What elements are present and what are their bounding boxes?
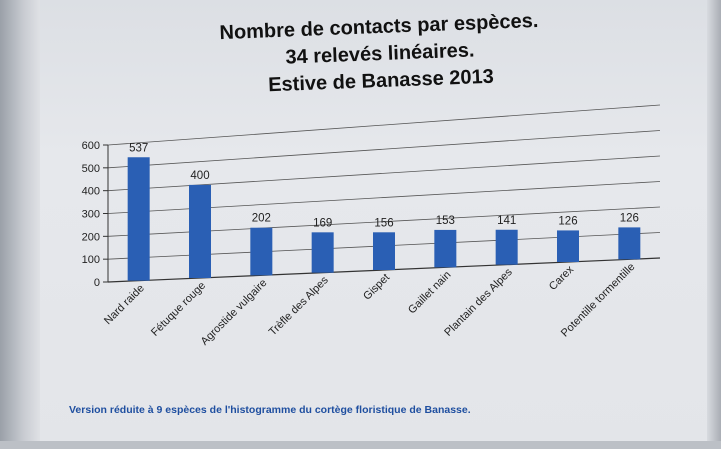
bar <box>311 232 334 273</box>
axes <box>103 144 109 283</box>
y-tick-label: 100 <box>82 254 100 266</box>
data-label: 156 <box>374 217 393 229</box>
bar <box>557 230 579 262</box>
data-label: 126 <box>558 215 577 227</box>
bar <box>495 229 518 265</box>
data-label: 537 <box>129 142 148 154</box>
bar <box>618 227 641 260</box>
x-tick-label: Fétuque rouge <box>149 280 208 339</box>
x-tick-label: Nard raide <box>102 282 147 327</box>
bar <box>189 184 211 278</box>
y-tick-label: 400 <box>82 186 100 198</box>
bar <box>127 157 150 281</box>
y-tick-label: 200 <box>82 231 100 243</box>
y-tick-label: 500 <box>82 163 100 175</box>
bar <box>250 227 273 276</box>
gridline <box>107 104 661 146</box>
page-shadow-right <box>707 0 721 449</box>
page-edge-bottom <box>0 441 721 449</box>
data-labels: 537 400 202 169 156 153 141 126 126 <box>129 142 639 229</box>
page-shadow-left <box>0 0 40 449</box>
data-label: 141 <box>497 215 516 227</box>
x-tick-label: Gaillet nain <box>406 269 453 316</box>
data-label: 202 <box>252 213 271 225</box>
y-tick-label: 600 <box>82 140 100 152</box>
gridline <box>107 130 661 169</box>
data-label: 169 <box>313 217 332 229</box>
x-tick-label: Gispet <box>361 272 392 303</box>
bar <box>373 232 395 270</box>
data-label: 400 <box>190 170 209 182</box>
data-label: 153 <box>436 215 455 227</box>
x-tick-label: Plantain des Alpes <box>442 266 515 339</box>
y-tick-label: 300 <box>82 209 100 221</box>
x-tick-label: Carex <box>547 263 577 293</box>
y-tick-label: 0 <box>94 277 100 289</box>
x-tick-label: Trèfle des Alpes <box>267 274 331 338</box>
figure-caption: Version réduite à 9 espèces de l'histogr… <box>69 404 471 416</box>
bar <box>434 229 457 268</box>
data-label: 126 <box>620 212 639 224</box>
bars <box>127 157 641 281</box>
x-tick-label: Agrostide vulgaire <box>199 277 270 348</box>
tick-labels: 0 100 200 300 400 500 600 Nard raide Fétuque rou… <box>82 140 638 348</box>
